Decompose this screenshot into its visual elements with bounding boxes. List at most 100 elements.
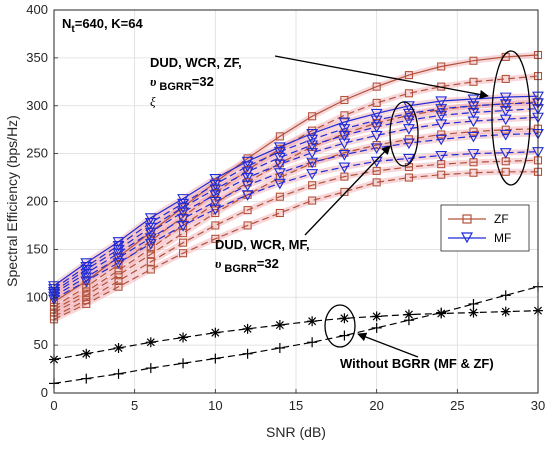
mf-marker	[402, 115, 415, 127]
mf-marker	[467, 94, 480, 106]
mf-marker	[80, 268, 93, 280]
baseline-arrow	[357, 332, 419, 358]
x-tick-label: 10	[208, 398, 222, 413]
series-line-5	[53, 171, 538, 320]
mf-marker	[144, 227, 157, 239]
star-marker	[178, 332, 189, 343]
mf-marker	[112, 258, 125, 269]
zf-marker	[114, 276, 123, 286]
zf-annotation-line1: DUD, WCR, ZF,	[150, 55, 242, 70]
plus-marker	[242, 348, 253, 359]
plus-marker	[307, 337, 318, 348]
zf-marker	[275, 208, 284, 218]
zf-marker	[82, 299, 91, 309]
zf-marker	[146, 265, 155, 274]
zf-marker	[340, 95, 349, 105]
series-line-4	[53, 159, 539, 317]
mf-marker	[209, 184, 222, 196]
mf-marker	[370, 115, 383, 127]
mf-marker	[435, 104, 448, 115]
zf-marker	[308, 126, 317, 135]
mf-marker	[338, 150, 351, 161]
zf-marker	[501, 125, 510, 134]
mf-marker	[177, 214, 190, 225]
mf-marker	[338, 117, 351, 129]
mf-marker	[435, 134, 448, 146]
plus-marker	[145, 363, 156, 374]
zf-upsilon: υ	[150, 74, 157, 89]
params-rest: =640, K=64	[75, 16, 144, 31]
mf-marker	[435, 96, 448, 108]
mf-marker	[402, 153, 415, 165]
zf-marker	[372, 178, 381, 187]
star-marker	[307, 316, 318, 327]
legend-item-mf: MF	[448, 231, 511, 245]
zf-marker	[146, 250, 155, 259]
x-tick-label: 5	[131, 398, 138, 413]
mf-marker	[80, 264, 93, 276]
mf-marker	[306, 169, 319, 180]
zf-marker	[340, 111, 349, 120]
mf-marker	[306, 134, 319, 146]
mf-marker	[499, 129, 512, 141]
plus-marker	[436, 307, 447, 318]
mf-marker	[370, 108, 383, 120]
mf-marker	[338, 130, 351, 142]
legend-item-zf: ZF	[448, 212, 509, 226]
mf-marker	[273, 147, 286, 158]
plus-marker	[210, 353, 221, 364]
zf-marker	[469, 77, 478, 86]
mf-marker	[80, 262, 93, 273]
zf-marker	[275, 132, 284, 141]
y-tick-label: 100	[26, 289, 48, 304]
star-marker	[113, 342, 124, 353]
zf-marker	[243, 206, 252, 215]
zf-marker	[146, 257, 155, 266]
plus-marker	[468, 298, 479, 309]
mf-marker	[306, 148, 319, 159]
mf-marker	[370, 130, 383, 142]
mf-sub: BGRR	[224, 263, 256, 275]
zf-marker	[372, 82, 381, 91]
zf-marker	[340, 187, 349, 196]
y-tick-label: 50	[34, 337, 48, 352]
star-marker	[274, 320, 285, 331]
y-axis-label: Spectral Efficiency (bps/Hz)	[4, 115, 20, 287]
mf-marker	[435, 150, 448, 162]
zf-marker	[404, 173, 413, 182]
mf-marker	[144, 239, 157, 250]
zf-marker	[179, 249, 188, 258]
star-marker	[81, 348, 92, 359]
mf-marker	[338, 162, 351, 174]
x-tick-label: 0	[50, 398, 57, 413]
zf-marker	[437, 170, 446, 179]
zf-marker	[308, 196, 317, 205]
series-line-1	[53, 75, 539, 308]
mf-marker	[80, 272, 93, 284]
mf-marker	[241, 161, 254, 173]
mf-marker	[209, 190, 222, 201]
x-tick-label: 15	[289, 398, 303, 413]
mf-marker	[306, 157, 319, 169]
zf-xi: ξ	[150, 94, 156, 109]
mf-marker	[273, 152, 286, 164]
zf-marker	[437, 62, 446, 71]
zf-marker	[501, 74, 510, 83]
zf-marker	[114, 271, 123, 280]
mf-marker	[112, 244, 125, 256]
zf-marker	[437, 130, 446, 139]
mf-ellipse	[389, 101, 419, 167]
mf-marker	[499, 92, 512, 104]
mf-marker	[112, 240, 125, 252]
y-tick-label: 150	[26, 241, 48, 256]
zf-marker	[179, 238, 188, 247]
plus-marker	[81, 373, 92, 384]
mf-annotation-line2: υ BGRR=32	[215, 256, 279, 275]
y-tick-label: 0	[41, 385, 48, 400]
series-lines	[53, 54, 539, 384]
series-line-13	[53, 286, 539, 384]
zf-marker	[211, 208, 220, 218]
x-tick-label: 30	[531, 398, 545, 413]
